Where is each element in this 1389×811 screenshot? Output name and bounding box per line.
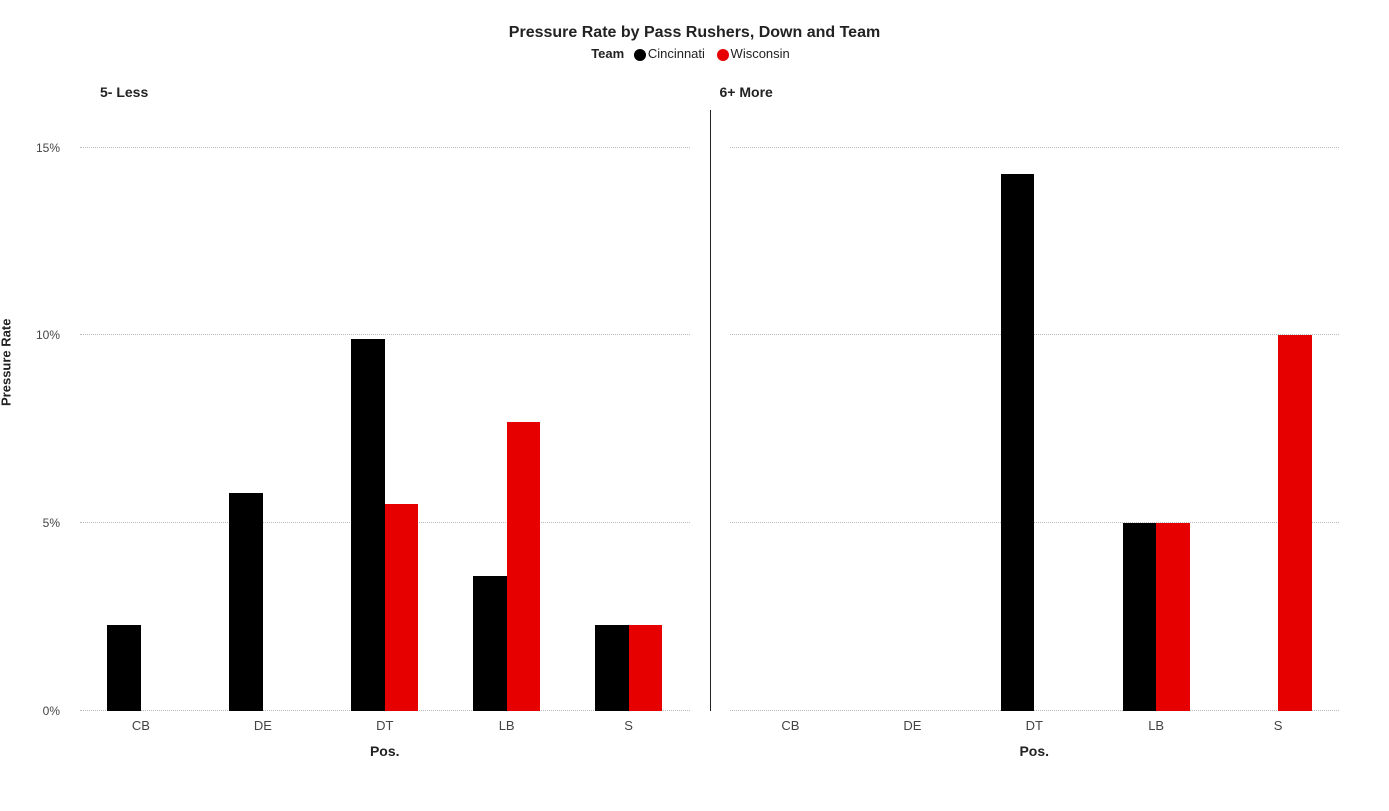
xtick: DE [254,718,272,733]
bar [385,504,419,711]
legend-dot-cincinnati [634,49,646,61]
bar [473,576,507,711]
bar [1156,523,1190,711]
legend-item-cincinnati: Cincinnati [634,46,709,61]
plot-area: CBDEDTLBSPos. [730,110,1340,711]
legend-label: Team [591,46,624,61]
gridline [730,522,1340,523]
ytick: 0% [20,704,60,718]
bar [507,422,541,711]
bar [229,493,263,711]
y-axis-label: Pressure Rate [0,318,14,405]
y-axis: 0%5%10%15% [20,110,60,711]
ytick: 5% [20,516,60,530]
gridline [730,710,1340,711]
bar [629,625,663,711]
bar [107,625,141,711]
gridline [730,334,1340,335]
gridline [80,147,690,148]
legend-dot-wisconsin [717,49,729,61]
bar [595,625,629,711]
xtick: S [1274,718,1283,733]
panel: 5- LessCBDEDTLBSPos. [60,80,710,761]
xtick: DT [1026,718,1043,733]
xtick: CB [132,718,150,733]
xtick: LB [1148,718,1164,733]
panel: 6+ MoreCBDEDTLBSPos. [710,80,1360,761]
xtick: DT [376,718,393,733]
x-axis-label: Pos. [370,743,400,759]
legend-text-wisconsin: Wisconsin [731,46,790,61]
ytick: 15% [20,141,60,155]
legend: Team Cincinnati Wisconsin [0,46,1389,61]
chart-panels: 5- LessCBDEDTLBSPos.6+ MoreCBDEDTLBSPos. [60,80,1359,761]
bar [1123,523,1157,711]
legend-item-wisconsin: Wisconsin [717,46,790,61]
bar [351,339,385,711]
panel-title: 5- Less [100,84,148,100]
bar [1001,174,1035,711]
panel-divider [710,110,711,711]
gridline [730,147,1340,148]
xtick: S [624,718,633,733]
legend-text-cincinnati: Cincinnati [648,46,705,61]
plot-area: CBDEDTLBSPos. [80,110,690,711]
gridline [80,334,690,335]
bar [1278,335,1312,711]
ytick: 10% [20,328,60,342]
x-axis-label: Pos. [1019,743,1049,759]
chart-title: Pressure Rate by Pass Rushers, Down and … [0,0,1389,42]
xtick: LB [499,718,515,733]
panel-title: 6+ More [720,84,773,100]
xtick: CB [781,718,799,733]
xtick: DE [903,718,921,733]
